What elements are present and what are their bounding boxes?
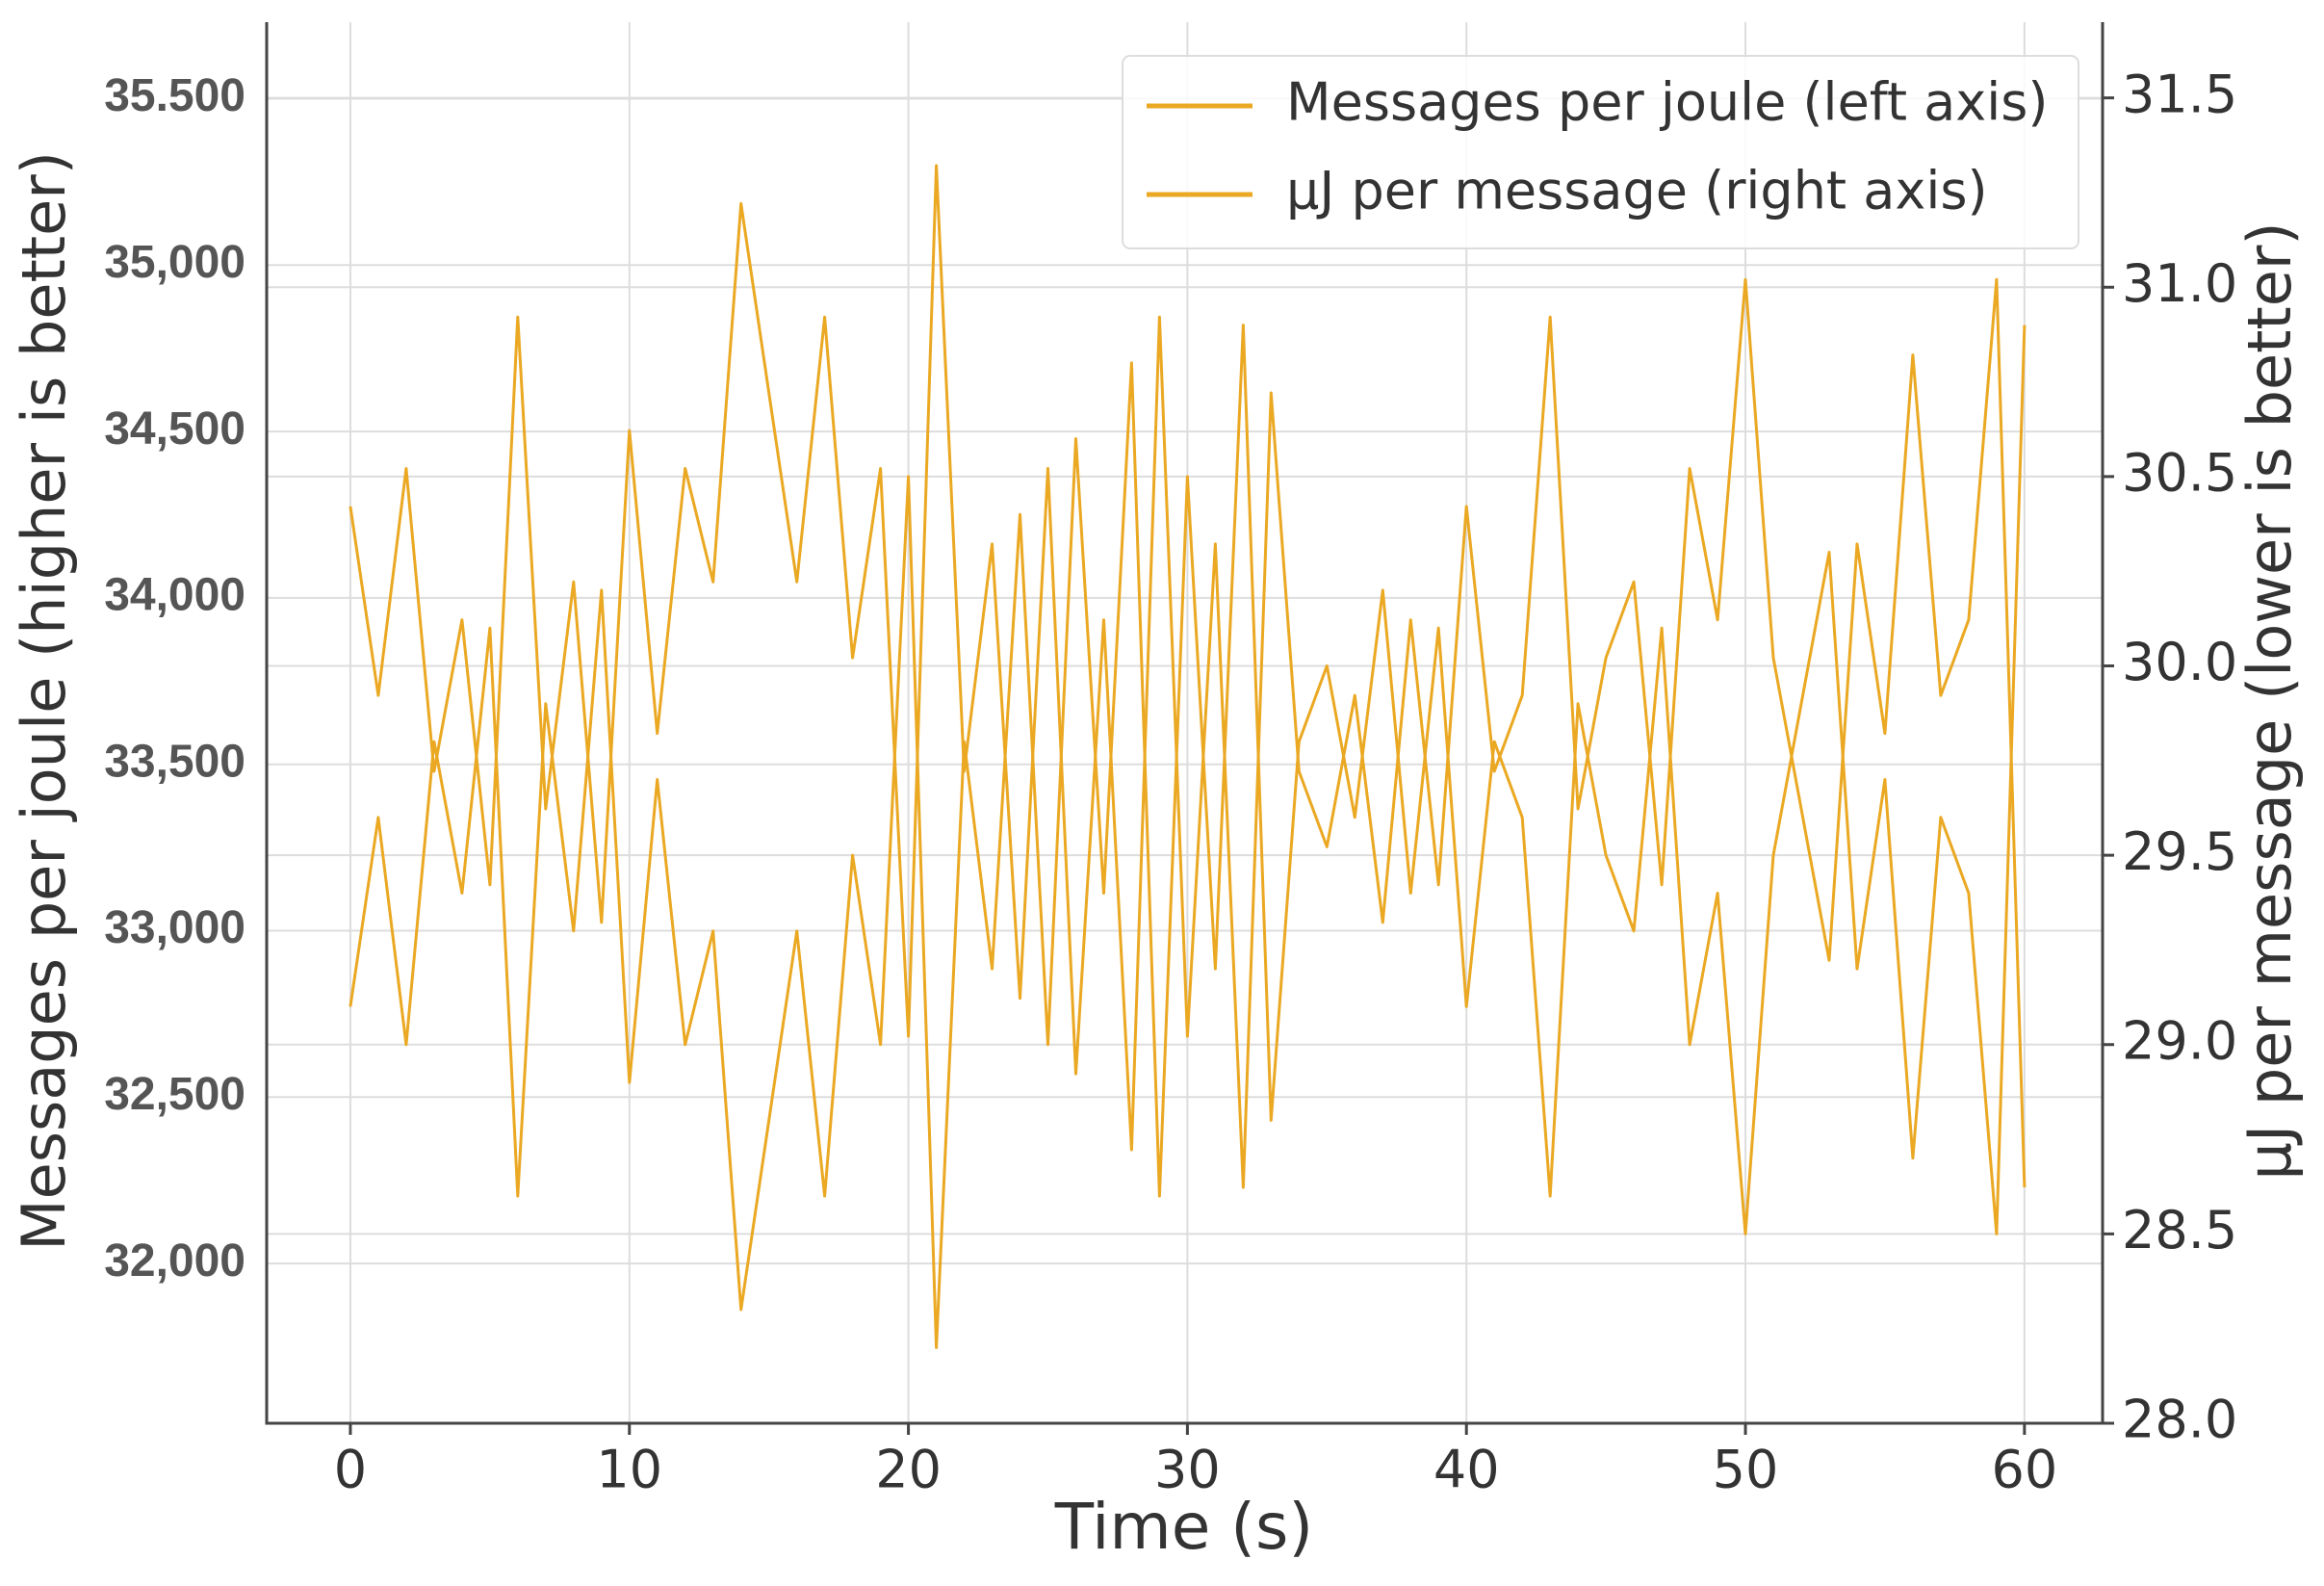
legend-label: Messages per joule (left axis) xyxy=(1286,72,2048,133)
y-tick-label: 35,000 xyxy=(104,237,245,288)
legend-box xyxy=(1122,55,2079,249)
y-tick-label: 35.500 xyxy=(104,70,245,121)
x-tick-label: 0 xyxy=(334,1440,367,1500)
y-tick-label: 34,000 xyxy=(104,570,245,621)
y-tick-label: 32,500 xyxy=(104,1069,245,1120)
y2-tick-label: 30.0 xyxy=(2122,632,2237,692)
x-tick-label: 30 xyxy=(1154,1440,1221,1500)
y2-tick-label: 29.0 xyxy=(2122,1010,2237,1071)
y-tick-label: 33,500 xyxy=(104,736,245,787)
y-axis-label: Messages per joule (higher is better) xyxy=(9,151,79,1251)
x-tick-label: 20 xyxy=(875,1440,942,1500)
y2-tick-label: 30.5 xyxy=(2122,443,2237,504)
axis-spines xyxy=(265,22,2105,1425)
data-line xyxy=(349,324,2027,1349)
x-tick-label: 60 xyxy=(1991,1440,2057,1500)
x-axis-label: Time (s) xyxy=(1054,1490,1313,1564)
x-tick-label: 10 xyxy=(596,1440,662,1500)
y-tick-label: 32,000 xyxy=(104,1235,245,1287)
y2-axis-label: µJ per message (lower is better) xyxy=(2234,221,2305,1180)
y2-tick-label: 29.5 xyxy=(2122,821,2237,882)
x-tick-label: 40 xyxy=(1433,1440,1500,1500)
y2-tick-label: 31.5 xyxy=(2122,64,2237,124)
y2-tick-label: 31.0 xyxy=(2122,253,2237,314)
legend-label: µJ per message (right axis) xyxy=(1286,161,1988,221)
y-tick-label: 33,000 xyxy=(104,902,245,953)
y2-tick-label: 28.0 xyxy=(2122,1390,2237,1450)
x-tick-label: 50 xyxy=(1713,1440,1779,1500)
y2-tick-label: 28.5 xyxy=(2122,1200,2237,1261)
legend: Messages per joule (left axis) µJ per mes… xyxy=(1122,55,2079,249)
y-tick-label: 34,500 xyxy=(104,403,245,455)
data-line xyxy=(349,164,2027,1189)
